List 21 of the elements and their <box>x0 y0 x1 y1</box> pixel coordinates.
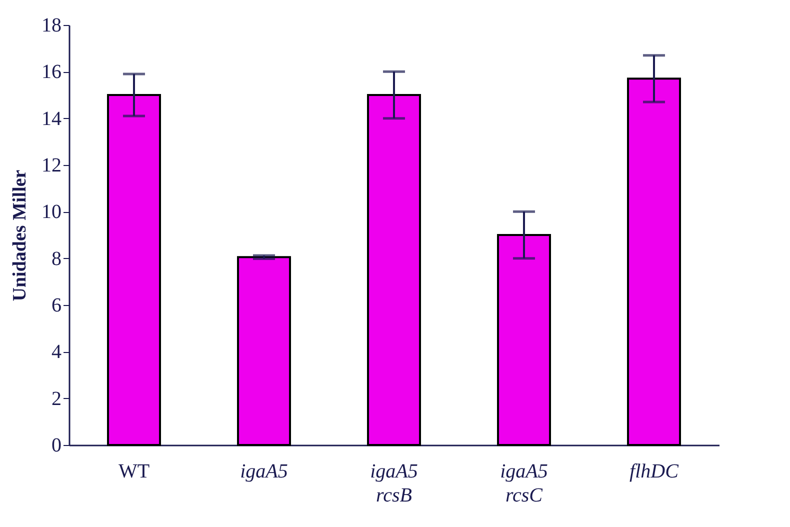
x-tick-label: igaA5 rcsB <box>370 460 418 506</box>
y-tick-label: 12 <box>42 154 62 176</box>
x-tick-label: igaA5 rcsC <box>500 460 548 506</box>
x-tick-label: WT <box>118 460 150 482</box>
x-tick-label: igaA5 <box>240 460 288 482</box>
bar <box>237 256 291 446</box>
bar <box>627 78 681 446</box>
y-tick-label: 2 <box>52 388 62 410</box>
y-axis-title: Unidades Miller <box>10 169 30 302</box>
x-tick-label: flhDC <box>630 460 680 482</box>
bar <box>107 94 161 446</box>
y-tick-label: 14 <box>42 108 62 130</box>
y-tick-label: 0 <box>52 434 62 456</box>
bar <box>497 234 551 446</box>
bar <box>367 94 421 446</box>
y-tick-label: 8 <box>52 248 62 270</box>
y-tick-label: 16 <box>42 61 62 84</box>
y-tick-label: 18 <box>42 14 62 36</box>
y-tick-label: 10 <box>42 201 62 224</box>
y-tick-label: 4 <box>52 341 62 364</box>
y-tick-label: 6 <box>52 294 62 316</box>
